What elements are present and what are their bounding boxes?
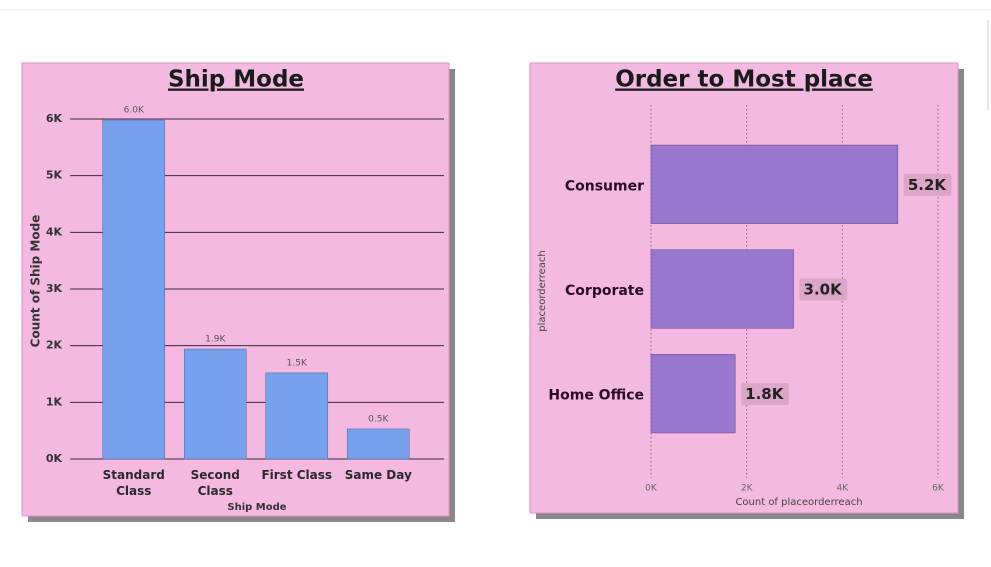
data-label-background <box>799 278 848 301</box>
x-tick-label: 6K <box>932 484 945 494</box>
bar <box>650 354 736 434</box>
data-label: 1.9K <box>205 335 226 345</box>
data-label-background <box>903 173 952 196</box>
bar <box>650 144 899 224</box>
bar <box>265 372 329 460</box>
data-label: 0.5K <box>368 414 389 424</box>
x-tick-label: Second Class <box>190 468 240 498</box>
x-tick-label-box: First Class <box>261 468 333 482</box>
y-tick-label: 6K <box>46 112 63 125</box>
chart-title: Ship Mode <box>168 67 304 93</box>
y-tick-label: Corporate <box>565 283 644 299</box>
chart-title: Order to Most place <box>615 67 873 93</box>
y-tick-label: 1K <box>46 395 63 408</box>
x-tick-label: Same Day <box>344 468 412 482</box>
bar <box>650 249 794 329</box>
data-label: 3.0K <box>804 281 844 299</box>
x-tick-label: 2K <box>741 484 754 494</box>
data-label: 5.2K <box>908 176 948 194</box>
data-label: 1.8K <box>745 385 785 403</box>
bar <box>102 119 166 460</box>
y-tick-label: 2K <box>46 339 63 352</box>
x-tick-label-box: Same Day <box>344 468 412 482</box>
y-tick-label: 3K <box>46 282 63 295</box>
y-tick-label: Consumer <box>565 178 644 194</box>
data-label-background <box>741 383 789 406</box>
x-axis-label: Count of placeorderreach <box>735 497 862 508</box>
x-tick-label: Standard Class <box>102 468 165 498</box>
bar <box>346 428 410 460</box>
x-axis-label: Ship Mode <box>227 502 286 513</box>
x-tick-label-box: Standard Class <box>102 468 165 498</box>
y-axis-label: Count of Ship Mode <box>29 215 43 348</box>
data-label: 1.5K <box>287 358 308 368</box>
bar <box>183 348 247 460</box>
y-tick-label: 0K <box>46 452 63 465</box>
data-label: 6.0K <box>124 106 145 116</box>
x-tick-label: 4K <box>837 484 850 494</box>
y-tick-label: 5K <box>46 169 63 182</box>
y-axis-label: placeorderreach <box>537 250 548 331</box>
y-tick-label: Home Office <box>548 388 644 404</box>
x-tick-label: 0K <box>645 484 658 494</box>
y-tick-label: 4K <box>46 225 63 238</box>
x-tick-label-box: Second Class <box>190 468 240 498</box>
x-tick-label: First Class <box>261 468 333 482</box>
